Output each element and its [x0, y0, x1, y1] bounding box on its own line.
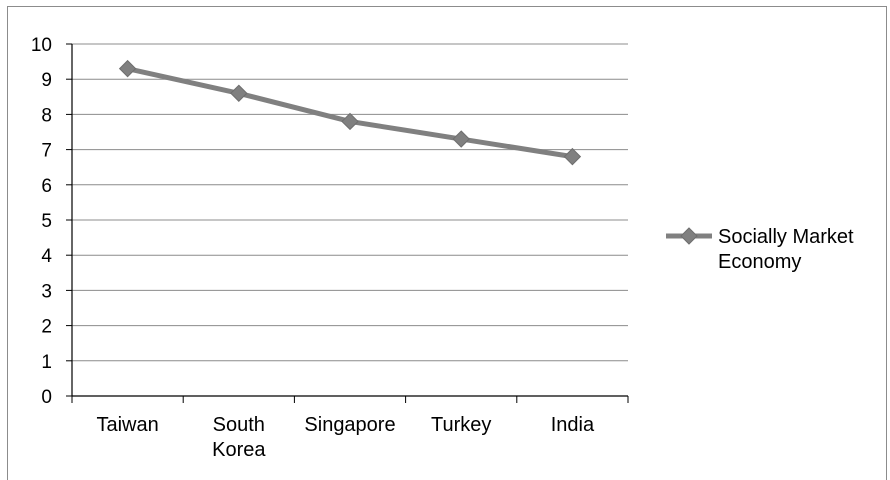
x-tick-label-line: South	[213, 414, 265, 436]
legend-label-line: Economy	[718, 251, 801, 273]
series-group	[118, 59, 582, 166]
data-point	[341, 112, 359, 131]
y-tick-label: 8	[41, 105, 52, 126]
y-tick-label: 3	[41, 281, 52, 302]
y-tick-label: 9	[41, 70, 52, 91]
x-tick-label-line: Korea	[212, 439, 266, 461]
x-tick-label: Singapore	[304, 414, 395, 436]
y-tick-label: 4	[41, 246, 52, 267]
legend-label-line: Socially Market	[718, 226, 854, 248]
x-tick-label: India	[551, 414, 595, 436]
y-tick-label: 7	[41, 141, 52, 162]
data-point	[452, 130, 470, 148]
y-tick-label: 0	[41, 387, 52, 408]
legend-marker	[680, 227, 698, 245]
y-tick-label: 1	[41, 352, 52, 373]
x-tick-label-line: India	[551, 414, 595, 436]
data-point	[118, 59, 137, 78]
x-tick-label-line: Turkey	[431, 414, 491, 436]
y-tick-label: 5	[41, 211, 52, 232]
x-tick-label: Taiwan	[96, 414, 158, 436]
x-tick-label-line: Singapore	[304, 414, 395, 436]
legend: Socially Market Economy	[666, 226, 854, 273]
y-tick-label: 6	[41, 176, 52, 197]
x-axis-ticks: Taiwan South Korea Singapore Turkey India	[71, 396, 629, 461]
data-point	[230, 84, 248, 102]
x-tick-label-line: Taiwan	[96, 414, 158, 436]
x-tick-label: Turkey	[431, 414, 491, 436]
legend-label: Socially Market Economy	[718, 226, 854, 273]
y-tick-label: 2	[41, 317, 52, 338]
y-axis-ticks: 0 1 2 3 4 5 6 7 8 9 10	[31, 35, 72, 408]
gridlines	[72, 43, 628, 362]
y-tick-label: 10	[31, 35, 52, 56]
x-tick-label: South Korea	[212, 414, 266, 461]
series-line	[127, 66, 573, 160]
data-point	[563, 147, 582, 166]
chart-frame	[7, 6, 887, 480]
